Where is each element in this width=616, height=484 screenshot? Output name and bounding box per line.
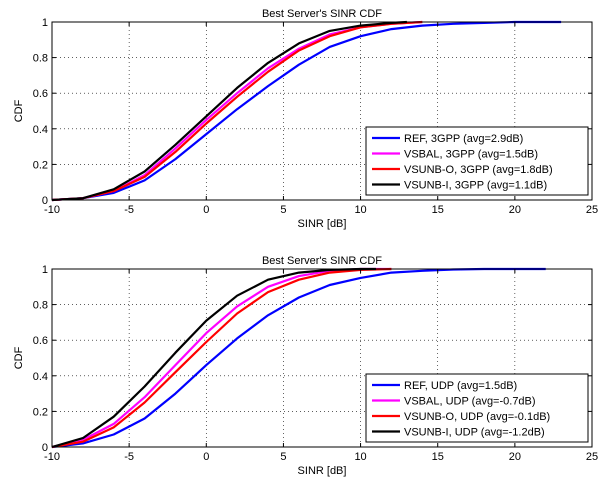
- series-line-3: [51, 20, 423, 202]
- y-tick-label: 0.4: [33, 124, 48, 136]
- legend-entry-4: VSUNB-I, 3GPP (avg=1.1dB): [404, 180, 547, 192]
- y-tick-label: 0.8: [33, 300, 48, 312]
- x-tick-label: 15: [432, 204, 444, 216]
- series-line-1: [51, 20, 562, 202]
- legend-entry-3: VSUNB-O, UDP (avg=-0.1dB): [404, 411, 550, 423]
- x-tick-label: 0: [203, 204, 209, 216]
- legend-entry-1: REF, 3GPP (avg=2.9dB): [404, 133, 523, 145]
- y-tick-label: 0: [42, 195, 48, 207]
- y-tick-label: 1: [42, 17, 48, 29]
- x-tick-label: 25: [586, 451, 598, 463]
- x-tick-label: 5: [280, 204, 286, 216]
- x-tick-label: 10: [354, 204, 366, 216]
- y-tick-label: 0.6: [33, 335, 48, 347]
- x-tick-label: 0: [203, 451, 209, 463]
- y-tick-label: 1: [42, 264, 48, 276]
- legend: REF, 3GPP (avg=2.9dB) VSBAL, 3GPP (avg=1.…: [365, 126, 589, 196]
- x-tick-label: -10: [44, 204, 60, 216]
- x-tick-label: -5: [124, 204, 134, 216]
- x-axis-label: SINR [dB]: [298, 465, 347, 477]
- chart-title: Best Server's SINR CDF: [262, 255, 382, 267]
- x-tick-label: 25: [586, 204, 598, 216]
- legend-box: [365, 126, 589, 196]
- y-tick-label: 0.2: [33, 159, 48, 171]
- y-tick-label: 0.2: [33, 406, 48, 418]
- x-tick-label: 20: [509, 451, 521, 463]
- chart-panel-1: -10 -5 0 5 10 15 20 25 0 0.2 0.4 0.6 0.8 1 Best Server…: [13, 8, 598, 230]
- legend-box: [365, 373, 589, 443]
- y-tick-label: 0.8: [33, 53, 48, 65]
- x-tick-label: 10: [354, 451, 366, 463]
- x-tick-label: 5: [280, 451, 286, 463]
- y-tick-label: 0: [42, 442, 48, 454]
- x-tick-label: 15: [432, 451, 444, 463]
- legend-entry-1: REF, UDP (avg=1.5dB): [404, 380, 517, 392]
- legend-entry-4: VSUNB-I, UDP (avg=-1.2dB): [404, 427, 545, 439]
- x-tick-label: 20: [509, 204, 521, 216]
- x-tick-label: -5: [124, 451, 134, 463]
- y-tick-label: 0.6: [33, 88, 48, 100]
- legend-entry-2: VSBAL, UDP (avg=-0.7dB): [404, 396, 536, 408]
- x-axis-label: SINR [dB]: [298, 218, 347, 230]
- y-tick-label: 0.4: [33, 371, 48, 383]
- legend: REF, UDP (avg=1.5dB) VSBAL, UDP (avg=-0.7…: [365, 373, 589, 443]
- chart-title: Best Server's SINR CDF: [262, 8, 382, 20]
- y-axis-label: CDF: [13, 99, 25, 122]
- series-line-3: [51, 267, 392, 449]
- chart-panel-2: -10 -5 0 5 10 15 20 25 0 0.2 0.4 0.6 0.8 1 Best Server…: [13, 255, 598, 477]
- x-tick-label: -10: [44, 451, 60, 463]
- legend-entry-2: VSBAL, 3GPP (avg=1.5dB): [404, 149, 538, 161]
- axes-box: [51, 21, 593, 201]
- series-line-4: [51, 267, 376, 449]
- y-axis-label: CDF: [13, 346, 25, 369]
- legend-entry-3: VSUNB-O, 3GPP (avg=1.8dB): [404, 164, 553, 176]
- axes-box: [51, 268, 593, 448]
